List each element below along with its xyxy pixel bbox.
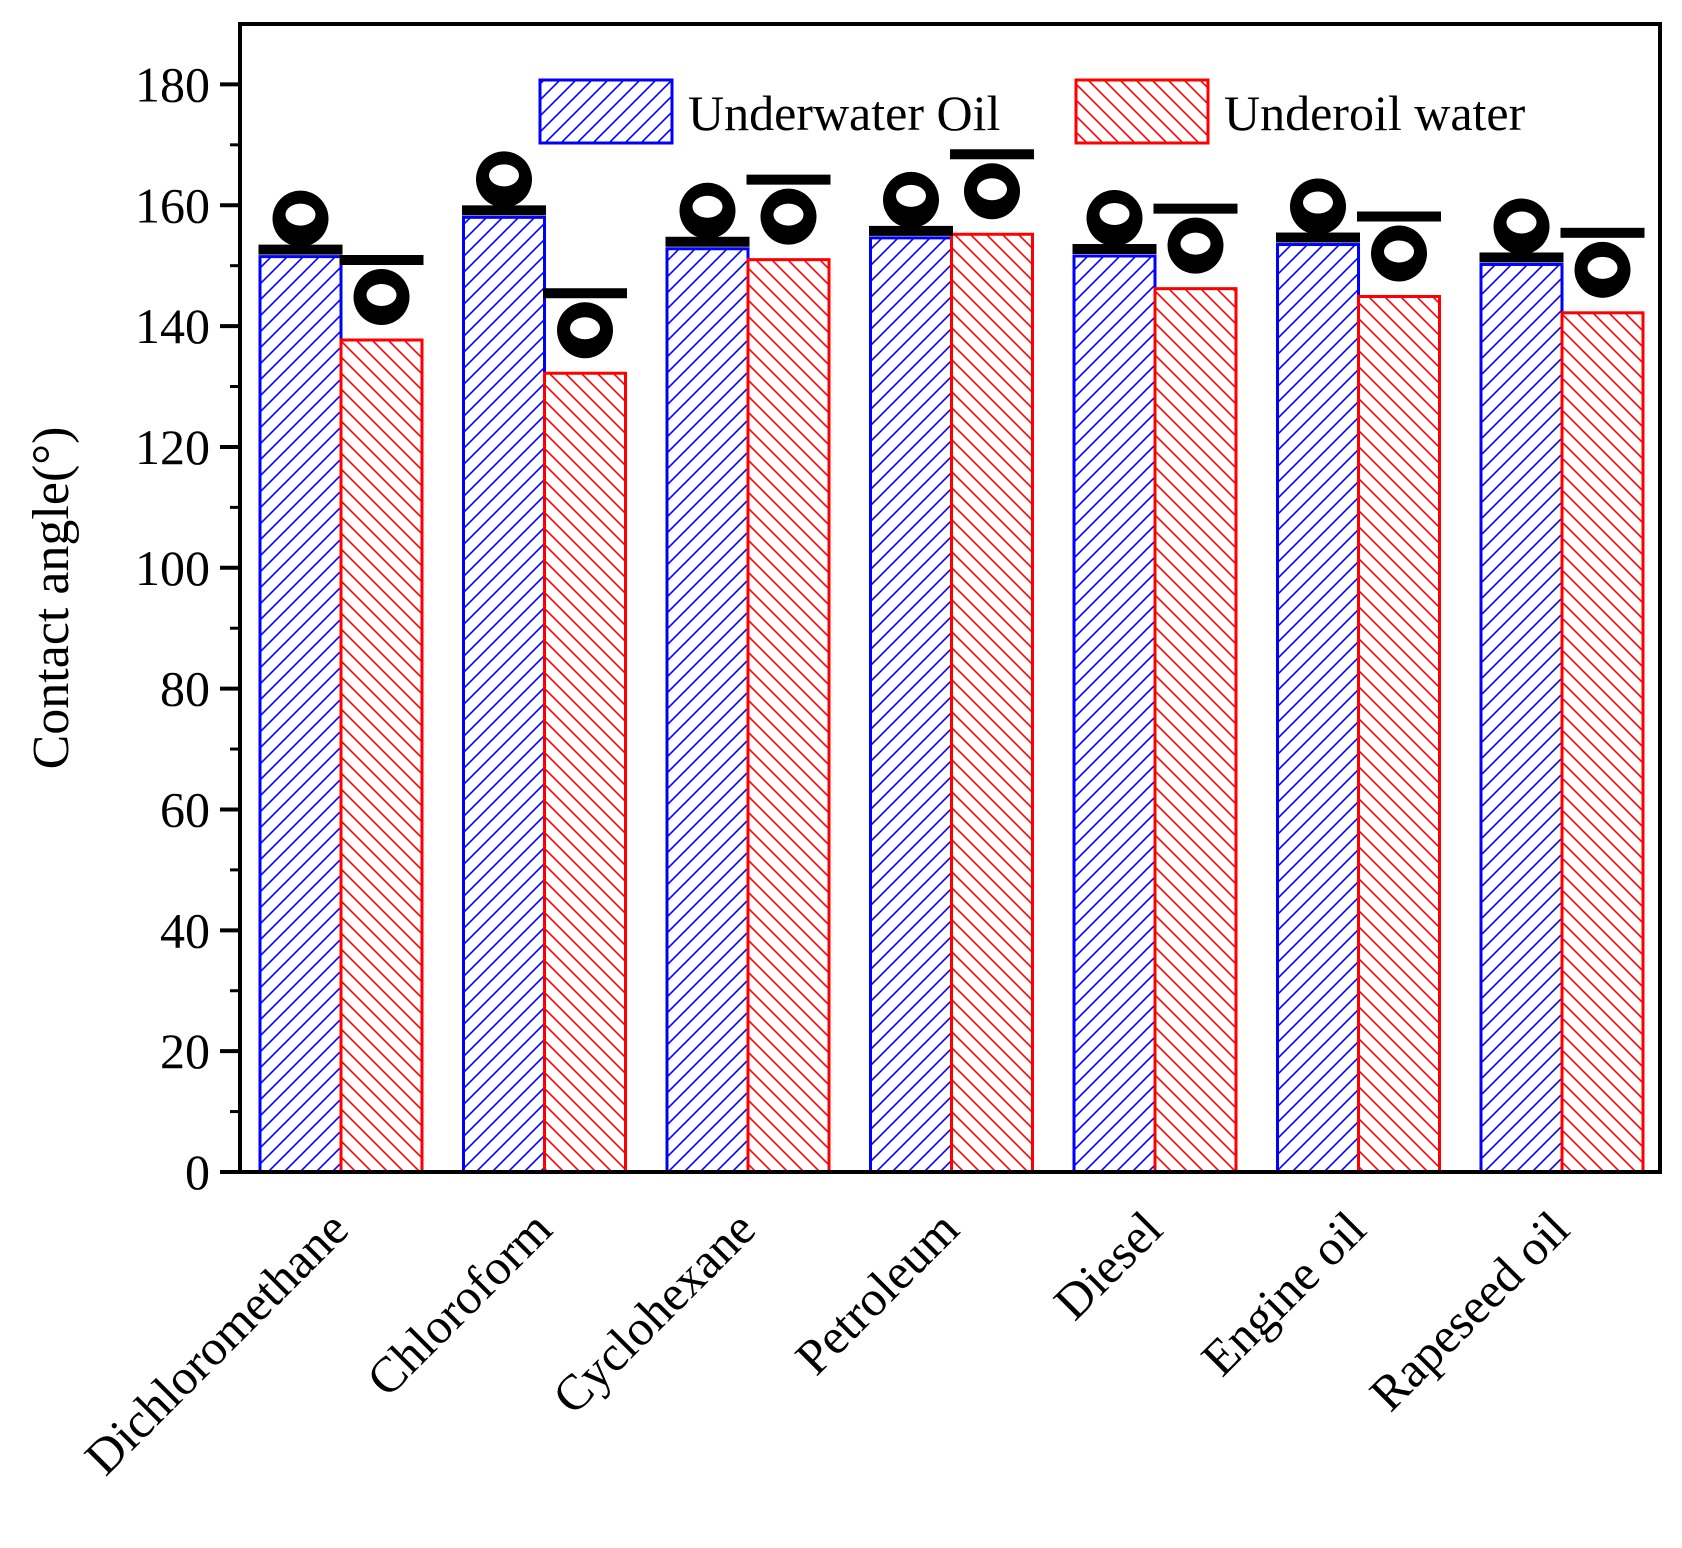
droplet-icon-underwater-oil-petroleum <box>869 171 953 236</box>
droplet-icon-underoil-water-dichloromethane <box>339 255 424 326</box>
y-tick-label-80: 80 <box>160 661 210 717</box>
droplet-icon-underoil-water-diesel <box>1153 203 1238 274</box>
y-tick-label-160: 160 <box>135 177 210 233</box>
legend: Underwater Oil Underoil water <box>538 78 1526 145</box>
x-tick-label-dichloromethane: Dichloromethane <box>74 1200 359 1485</box>
y-tick-label-20: 20 <box>160 1023 210 1079</box>
x-tick-label-cyclohexane: Cyclohexane <box>542 1200 766 1424</box>
x-tick-label-chloroform: Chloroform <box>356 1200 563 1407</box>
x-tick-label-rapeseed-oil: Rapeseed oil <box>1359 1200 1580 1421</box>
bar-underwater-oil-chloroform <box>462 215 546 1174</box>
bar-underwater-oil-rapeseed-oil <box>1479 262 1564 1174</box>
x-tick-label-petroleum: Petroleum <box>784 1200 969 1385</box>
legend-swatch-underoil-water <box>1074 78 1210 145</box>
droplet-icon-underoil-water-rapeseed-oil <box>1560 227 1645 298</box>
droplet-icon-underoil-water-petroleum <box>950 149 1034 220</box>
droplet-icon-underwater-oil-cyclohexane <box>665 182 750 247</box>
bar-underwater-oil-petroleum <box>869 236 953 1174</box>
bar-underoil-water-rapeseed-oil <box>1560 311 1645 1174</box>
bars-layer <box>258 215 1645 1174</box>
droplet-icon-underoil-water-chloroform <box>543 288 627 359</box>
y-tick-label-60: 60 <box>160 781 210 837</box>
y-tick-label-120: 120 <box>135 419 210 475</box>
y-tick-label-180: 180 <box>135 56 210 112</box>
y-tick-label-100: 100 <box>135 540 210 596</box>
y-tick-label-140: 140 <box>135 298 210 354</box>
bar-underwater-oil-cyclohexane <box>665 247 750 1174</box>
bar-underoil-water-diesel <box>1153 287 1238 1174</box>
y-axis: 0 20 40 60 80 100 120 140 160 180 <box>135 56 240 1200</box>
y-tick-label-40: 40 <box>160 902 210 958</box>
droplet-icon-underwater-oil-dichloromethane <box>258 190 343 255</box>
bar-underoil-water-engine-oil <box>1357 294 1441 1174</box>
y-tick-label-0: 0 <box>185 1144 210 1200</box>
bar-underwater-oil-dichloromethane <box>258 255 343 1174</box>
droplet-icon-underoil-water-engine-oil <box>1357 211 1441 282</box>
legend-label-underoil-water: Underoil water <box>1224 85 1526 141</box>
bar-underoil-water-dichloromethane <box>339 338 424 1174</box>
droplet-icons-layer <box>258 149 1645 359</box>
droplet-icon-underwater-oil-engine-oil <box>1276 178 1360 243</box>
droplet-icon-underoil-water-cyclohexane <box>746 174 831 245</box>
y-axis-title: Contact angle(°) <box>23 427 80 770</box>
bar-underoil-water-petroleum <box>950 232 1034 1174</box>
droplet-icon-underwater-oil-diesel <box>1072 190 1157 255</box>
bar-underwater-oil-diesel <box>1072 254 1157 1174</box>
bar-underwater-oil-engine-oil <box>1276 243 1360 1174</box>
bar-underoil-water-cyclohexane <box>746 258 831 1174</box>
x-tick-label-engine-oil: Engine oil <box>1190 1200 1376 1386</box>
legend-swatch-underwater-oil <box>538 78 674 145</box>
x-tick-label-diesel: Diesel <box>1043 1200 1173 1330</box>
droplet-icon-underwater-oil-rapeseed-oil <box>1479 198 1564 263</box>
bar-underoil-water-chloroform <box>543 371 627 1174</box>
legend-label-underwater-oil: Underwater Oil <box>688 85 1000 141</box>
plot-frame <box>238 22 1662 1174</box>
droplet-icon-underwater-oil-chloroform <box>462 151 546 216</box>
